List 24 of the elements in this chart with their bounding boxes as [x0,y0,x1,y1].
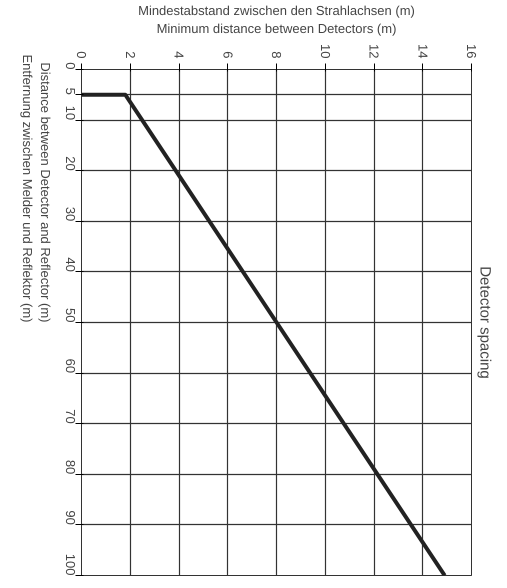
x-tick-label: 12 [366,44,382,59]
x-tick-label: 6 [220,51,236,59]
y-tick-label: 70 [63,409,78,424]
y-tick-label: 50 [63,308,78,323]
y-tick-label: 80 [63,460,78,474]
y-tick-label: 10 [63,106,78,120]
x-tick-label: 8 [269,51,284,59]
x-tick-label: 16 [464,44,479,59]
y-tick-label: 60 [63,358,78,374]
x-tick-label: 14 [415,44,430,59]
y-tick-label: 20 [63,156,78,171]
y-axis-title: Distance between Detector and Reflector (m) Entfernung zwischen Melder und Reflektor (m) [20,54,53,323]
y-tick-label: 30 [63,206,78,222]
x-tick-label: 0 [74,51,89,59]
y-tick-label: 0 [63,62,78,70]
x-axis-title: Mindestabstand zwischen den Strahlachsen (m) Minimum distance between Detectors (m) [138,3,415,36]
y-tick-label: 40 [63,257,78,272]
x-tick-label: 4 [172,51,186,59]
x-tick-label: 2 [122,51,138,59]
x-tick-label: 10 [318,44,333,59]
y-tick-label: 100 [63,554,78,576]
y-tick-label: 90 [63,510,78,525]
y-tick-label: 5 [63,88,78,95]
text: Detector spacing [476,266,494,379]
